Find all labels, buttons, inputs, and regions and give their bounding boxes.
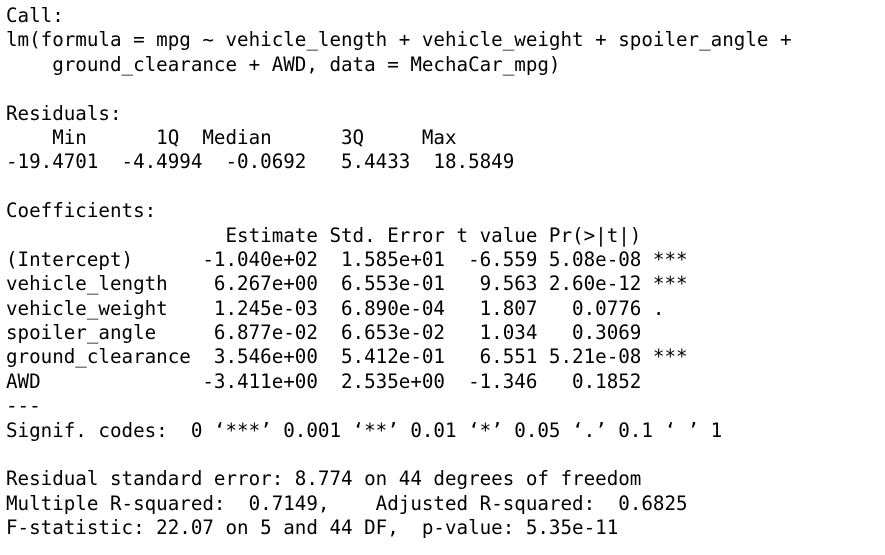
separator: --- [6, 394, 41, 418]
residuals-label: Residuals: [6, 101, 122, 125]
residual-standard-error: Residual standard error: 8.774 on 44 deg… [6, 467, 642, 491]
blank-line [6, 77, 885, 101]
coef-row-intercept: (Intercept) -1.040e+02 1.585e+01 -6.559 … [6, 247, 688, 271]
coef-row-vehicle-length: vehicle_length 6.267e+00 6.553e-01 9.563… [6, 272, 688, 296]
f-statistic: F-statistic: 22.07 on 5 and 44 DF, p-val… [6, 516, 619, 540]
call-label: Call: [6, 4, 64, 27]
coef-row-awd: AWD -3.411e+00 2.535e+00 -1.346 0.1852 [6, 369, 688, 393]
coef-row-vehicle-weight: vehicle_weight 1.245e-03 6.890e-04 1.807… [6, 296, 688, 320]
coef-row-ground-clearance: ground_clearance 3.546e+00 5.412e-01 6.5… [6, 345, 688, 369]
blank-line [6, 443, 885, 467]
r-squared: Multiple R-squared: 0.7149, Adjusted R-s… [6, 491, 700, 515]
residuals-header: Min 1Q Median 3Q Max [6, 125, 469, 149]
coef-row-spoiler-angle: spoiler_angle 6.877e-02 6.653e-02 1.034 … [6, 321, 688, 345]
signif-codes: Signif. codes: 0 ‘***’ 0.001 ‘**’ 0.01 ‘… [6, 418, 723, 442]
coefficients-label: Coefficients: [6, 199, 157, 223]
formula-line-1: lm(formula = mpg ~ vehicle_length + vehi… [6, 28, 792, 52]
blank-line [6, 175, 885, 199]
coefficients-header: Estimate Std. Error t value Pr(>|t|) [6, 223, 688, 247]
residuals-values: -19.4701 -4.4994 -0.0692 5.4433 18.5849 [6, 150, 526, 174]
formula-line-2: ground_clearance + AWD, data = MechaCar_… [6, 52, 561, 76]
